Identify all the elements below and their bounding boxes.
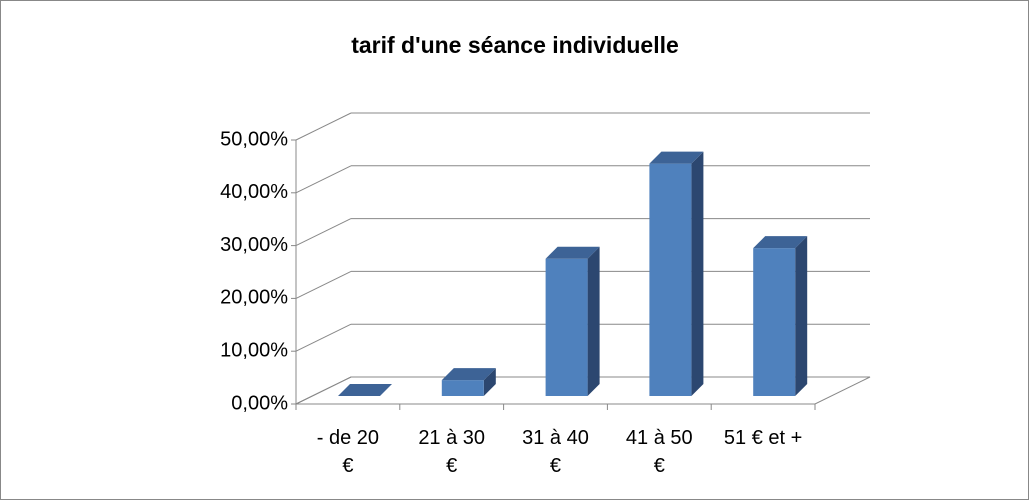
y-tick-label: 40,00%: [220, 181, 288, 203]
bar-side: [691, 151, 704, 396]
bar-front: [545, 258, 588, 396]
bar: [441, 368, 496, 396]
grid-line: [295, 376, 352, 405]
bar: [545, 246, 600, 396]
bar-side: [587, 246, 600, 396]
bar-top: [649, 151, 704, 164]
bar-side: [795, 236, 808, 396]
bar-top: [545, 246, 600, 259]
grid-line: [295, 270, 352, 299]
y-tick-label: 0,00%: [231, 392, 288, 414]
bar-front: [441, 380, 484, 396]
grid-line: [295, 165, 352, 194]
bar-side: [483, 368, 496, 396]
bar-top: [338, 384, 392, 396]
bar-front: [649, 163, 692, 396]
chart-title: tarif d'une séance individuelle: [351, 32, 679, 58]
x-tick-label: - de 20 €: [316, 427, 380, 477]
bar: [338, 384, 392, 396]
grid-line: [295, 112, 352, 141]
grid-line: [295, 323, 352, 352]
grid-line: [295, 218, 352, 247]
x-tick-label: 31 à 40 €: [522, 427, 589, 477]
bar: [753, 236, 808, 396]
y-tick-label: 20,00%: [220, 287, 288, 309]
x-tick-label: 21 à 30 €: [418, 427, 486, 477]
y-tick-label: 30,00%: [220, 234, 288, 256]
bar-top: [753, 236, 808, 249]
x-tick-label: 41 à 50 €: [625, 427, 693, 477]
y-tick-label: 10,00%: [220, 339, 288, 361]
x-tick-label: 51 € et +: [723, 427, 803, 449]
bar: [649, 151, 704, 396]
y-tick-label: 50,00%: [220, 128, 288, 150]
bar-front: [753, 248, 796, 396]
bar-top: [441, 368, 496, 381]
